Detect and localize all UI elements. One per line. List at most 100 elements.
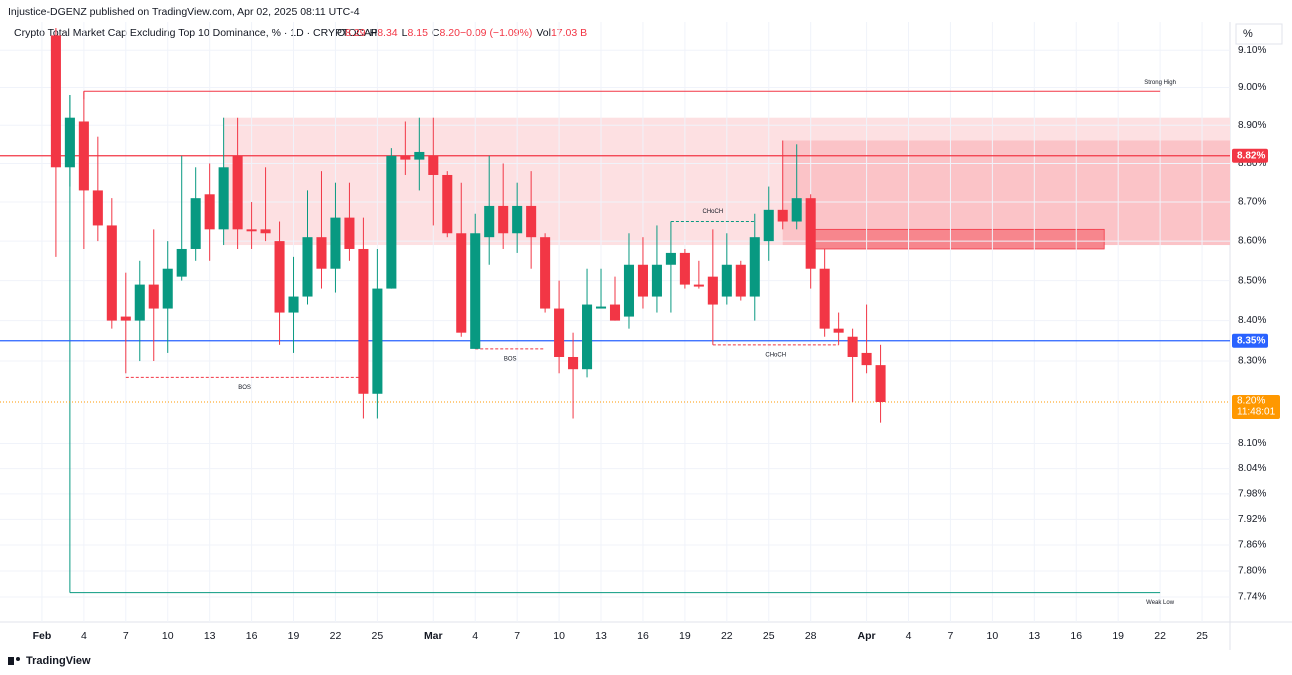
y-tick-label: 8.90%: [1238, 120, 1266, 131]
candle-body: [190, 198, 201, 249]
y-tick-label: 8.04%: [1238, 463, 1266, 474]
candle-body: [763, 209, 774, 242]
level-tag: [1232, 333, 1268, 348]
brand-logo: TradingView: [8, 655, 91, 667]
x-tick-label: 19: [1112, 630, 1124, 642]
candle-body: [414, 151, 425, 160]
x-tick-label: 13: [1028, 630, 1040, 642]
swing-label: Weak Low: [1146, 600, 1175, 606]
x-tick-label: Mar: [424, 630, 443, 642]
swing-label: Strong High: [1144, 80, 1176, 86]
x-tick-label: 13: [204, 630, 216, 642]
candle-body: [120, 316, 131, 321]
x-tick-label: 22: [330, 630, 342, 642]
x-tick-label: 4: [906, 630, 912, 642]
candle-body: [595, 306, 607, 309]
y-tick-label: 8.50%: [1238, 275, 1266, 286]
y-tick-label: 8.80%: [1238, 158, 1266, 169]
candle-body: [498, 205, 509, 234]
legend-key: C: [432, 27, 440, 39]
x-tick-label: 10: [987, 630, 999, 642]
unit-box: [1235, 23, 1283, 45]
y-tick-label: 7.80%: [1238, 566, 1266, 577]
candle-body: [623, 264, 635, 317]
level-label: 8.82%: [1237, 150, 1265, 161]
y-tick-label: 8.60%: [1238, 236, 1266, 247]
ohlc-legend: O8.29 H8.34 L8.15 C8.20−0.09 (−1.09%) Vol17.…: [337, 27, 587, 39]
candle-body: [50, 35, 61, 168]
candle-body: [358, 248, 369, 394]
level-label: 8.35%: [1237, 335, 1265, 346]
candle-body: [134, 284, 145, 321]
y-tick-label: 7.98%: [1238, 489, 1266, 500]
candle-body: [651, 264, 662, 297]
candle-body: [568, 356, 579, 370]
candle-body: [288, 296, 299, 313]
logo-mark: [8, 657, 14, 665]
x-tick-label: Feb: [33, 630, 52, 642]
candle-body: [484, 205, 495, 238]
legend-value: 17.03 B: [551, 27, 587, 39]
unit-label: %: [1243, 28, 1253, 40]
y-tick-label: 7.92%: [1238, 514, 1266, 525]
structure-label: CHoCH: [765, 352, 786, 358]
candle-body: [204, 194, 215, 230]
zone: [782, 140, 1230, 246]
legend-value: 8.20: [440, 27, 461, 39]
candle-body: [78, 121, 89, 191]
candle-body: [679, 252, 690, 285]
x-tick-label: 25: [763, 630, 775, 642]
legend-value: 8.15: [407, 27, 428, 39]
y-tick-label: 9.00%: [1238, 82, 1266, 93]
x-tick-label: 16: [1070, 630, 1082, 642]
y-tick-label: 7.74%: [1238, 592, 1266, 603]
x-tick-label: Apr: [858, 630, 876, 642]
x-tick-label: 28: [805, 630, 817, 642]
legend-key: H: [370, 27, 378, 39]
candle-body: [847, 336, 858, 357]
published-by: Injustice-DGENZ published on TradingView…: [8, 6, 360, 18]
structure-label: BOS: [238, 385, 251, 391]
x-tick-label: 16: [246, 630, 258, 642]
y-tick-label: 8.10%: [1238, 438, 1266, 449]
legend-value: 8.34: [377, 27, 398, 39]
x-tick-label: 7: [948, 630, 954, 642]
candle-body: [162, 268, 173, 309]
x-tick-label: 7: [123, 630, 129, 642]
candle-body: [665, 252, 676, 265]
x-tick-label: 19: [679, 630, 691, 642]
candle-body: [442, 174, 453, 234]
candle-body: [176, 248, 187, 277]
x-tick-label: 19: [288, 630, 300, 642]
countdown-label: 11:48:01: [1237, 407, 1276, 418]
level-tag: [1232, 148, 1268, 163]
legend-key: O: [337, 27, 345, 39]
candle-body: [274, 241, 285, 313]
candle-body: [400, 155, 411, 160]
candle-body: [456, 233, 467, 333]
candle-body: [526, 205, 537, 238]
candle-body: [330, 217, 341, 269]
candle-body: [637, 264, 648, 297]
candle-body: [582, 304, 593, 370]
candle-body: [861, 352, 872, 366]
y-tick-label: 8.40%: [1238, 315, 1266, 326]
candle-body: [372, 288, 383, 394]
y-tick-label: 7.86%: [1238, 540, 1266, 551]
candle-body: [791, 198, 802, 222]
legend-value: 8.29: [345, 27, 366, 39]
x-tick-label: 4: [472, 630, 478, 642]
candle-body: [805, 198, 816, 269]
candle-body: [302, 237, 313, 297]
candle-body: [106, 225, 117, 321]
candle-body: [344, 217, 355, 249]
candle-body: [721, 264, 732, 297]
structure-label: BOS: [504, 356, 517, 362]
candle-body: [92, 190, 103, 226]
candle-body: [609, 304, 621, 321]
lines-layer: [0, 90, 1230, 594]
legend-key: L: [402, 27, 408, 39]
candle-body: [246, 229, 257, 232]
y-tick-label: 8.30%: [1238, 356, 1266, 367]
